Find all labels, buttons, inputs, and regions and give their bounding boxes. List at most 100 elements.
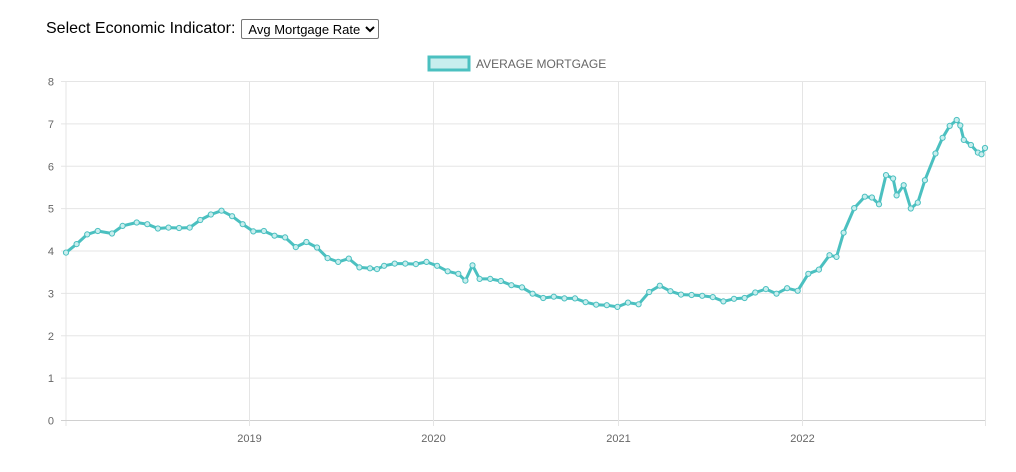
data-point[interactable]	[402, 260, 409, 267]
indicator-select[interactable]: Avg Mortgage Rate	[241, 19, 380, 39]
data-point[interactable]	[165, 224, 172, 231]
data-point[interactable]	[62, 249, 70, 256]
data-point[interactable]	[303, 238, 310, 246]
data-point[interactable]	[260, 227, 267, 235]
data-point[interactable]	[784, 285, 791, 292]
data-point[interactable]	[603, 302, 610, 309]
data-point[interactable]	[518, 284, 526, 291]
data-point[interactable]	[391, 260, 398, 267]
data-point[interactable]	[939, 134, 946, 141]
data-point[interactable]	[900, 182, 907, 189]
data-point[interactable]	[444, 268, 451, 275]
data-point[interactable]	[614, 303, 621, 310]
data-point[interactable]	[381, 262, 388, 269]
data-point[interactable]	[741, 294, 748, 302]
data-point[interactable]	[624, 299, 632, 306]
data-point[interactable]	[953, 116, 960, 124]
data-point[interactable]	[805, 270, 812, 277]
data-point[interactable]	[108, 230, 116, 237]
data-point[interactable]	[239, 221, 246, 228]
data-point[interactable]	[699, 292, 706, 299]
data-point[interactable]	[981, 144, 989, 152]
data-point[interactable]	[773, 290, 780, 297]
data-point[interactable]	[875, 201, 883, 208]
data-point[interactable]	[720, 298, 727, 305]
data-point[interactable]	[851, 205, 858, 212]
data-point[interactable]	[207, 211, 214, 218]
data-point[interactable]	[186, 224, 193, 231]
data-point[interactable]	[119, 222, 126, 229]
data-point[interactable]	[571, 295, 579, 302]
data-point[interactable]	[882, 172, 890, 179]
data-point[interactable]	[345, 255, 352, 262]
data-point[interactable]	[462, 277, 469, 284]
data-point[interactable]	[229, 213, 236, 220]
data-point[interactable]	[73, 241, 80, 248]
data-point[interactable]	[550, 293, 557, 300]
data-point[interactable]	[868, 194, 876, 201]
data-point[interactable]	[960, 136, 967, 143]
legend-label[interactable]: AVERAGE MORTGAGE	[476, 57, 606, 71]
data-point[interactable]	[154, 225, 161, 232]
data-point[interactable]	[84, 231, 91, 238]
data-point[interactable]	[840, 229, 847, 236]
data-point[interactable]	[893, 192, 900, 199]
data-point[interactable]	[366, 265, 374, 272]
data-point[interactable]	[826, 252, 833, 259]
data-point[interactable]	[582, 299, 589, 306]
data-point[interactable]	[218, 207, 225, 214]
data-point[interactable]	[144, 221, 151, 228]
data-point[interactable]	[497, 277, 504, 285]
data-point[interactable]	[688, 291, 695, 299]
data-point[interactable]	[932, 150, 939, 157]
data-point[interactable]	[529, 290, 536, 297]
data-point[interactable]	[133, 219, 140, 226]
data-point[interactable]	[957, 122, 964, 129]
data-point[interactable]	[730, 295, 738, 302]
data-point[interactable]	[356, 264, 363, 271]
data-point[interactable]	[593, 301, 600, 308]
data-point[interactable]	[762, 286, 770, 293]
data-point[interactable]	[282, 234, 289, 241]
data-point[interactable]	[656, 282, 663, 289]
data-point[interactable]	[921, 177, 929, 184]
data-point[interactable]	[197, 216, 204, 224]
data-point[interactable]	[677, 291, 685, 298]
legend-swatch[interactable]	[427, 55, 471, 72]
data-point[interactable]	[292, 244, 299, 251]
data-point[interactable]	[508, 282, 515, 289]
data-point[interactable]	[94, 227, 101, 235]
data-point[interactable]	[476, 275, 483, 282]
data-point[interactable]	[815, 266, 823, 273]
data-point[interactable]	[487, 275, 494, 282]
data-point[interactable]	[667, 288, 674, 295]
data-point[interactable]	[914, 199, 921, 206]
data-point[interactable]	[373, 266, 381, 273]
data-point[interactable]	[635, 301, 642, 308]
data-point[interactable]	[540, 294, 547, 302]
data-point[interactable]	[455, 270, 462, 277]
data-point[interactable]	[861, 193, 868, 200]
legend[interactable]: AVERAGE MORTGAGE	[427, 55, 606, 72]
data-point[interactable]	[646, 288, 653, 296]
data-point[interactable]	[176, 224, 183, 232]
data-point[interactable]	[709, 294, 716, 301]
data-point[interactable]	[833, 253, 840, 260]
data-point[interactable]	[469, 262, 476, 269]
data-point[interactable]	[967, 141, 975, 149]
data-point[interactable]	[794, 287, 801, 294]
data-point[interactable]	[335, 258, 342, 265]
data-point[interactable]	[561, 295, 568, 302]
data-point[interactable]	[324, 255, 331, 262]
data-point[interactable]	[412, 261, 419, 268]
data-point[interactable]	[250, 228, 257, 235]
data-point[interactable]	[907, 205, 914, 212]
data-point[interactable]	[313, 244, 321, 251]
data-point[interactable]	[434, 262, 441, 269]
data-point[interactable]	[752, 289, 759, 296]
data-point[interactable]	[423, 258, 430, 265]
data-point[interactable]	[946, 122, 953, 130]
data-point[interactable]	[978, 151, 985, 158]
data-point[interactable]	[271, 232, 278, 239]
data-point[interactable]	[890, 175, 897, 182]
